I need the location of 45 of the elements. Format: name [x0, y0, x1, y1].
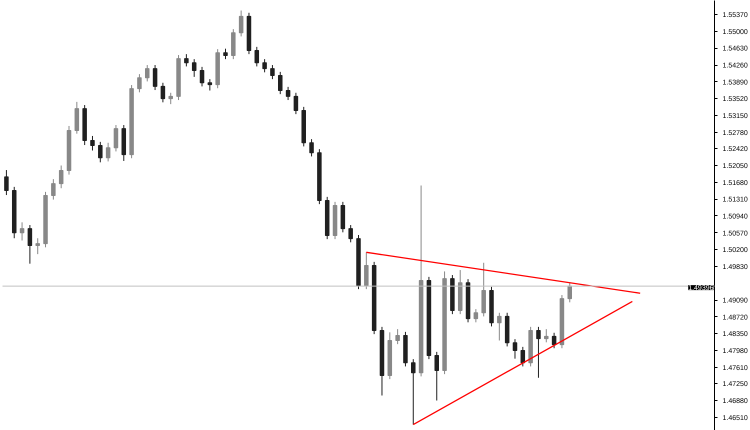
candlestick — [552, 332, 556, 349]
candlestick — [28, 224, 32, 264]
candlestick — [4, 170, 9, 196]
candlestick — [184, 54, 189, 67]
candlestick — [254, 46, 260, 67]
candlestick — [309, 138, 314, 157]
candlestick — [497, 312, 502, 341]
candlestick — [51, 178, 56, 200]
candlestick — [411, 358, 416, 426]
candlestick — [74, 101, 80, 134]
candlestick — [278, 71, 283, 95]
candlestick — [106, 142, 110, 162]
candlestick — [270, 64, 275, 80]
candlestick — [286, 86, 290, 101]
candlestick — [114, 124, 118, 152]
candlestick — [238, 10, 244, 37]
candlestick — [35, 238, 40, 255]
candlestick — [348, 224, 353, 243]
candlestick — [192, 58, 196, 78]
candlestick — [90, 135, 95, 151]
candlestick — [137, 74, 142, 93]
candlestick — [520, 346, 526, 367]
candlestick — [200, 66, 204, 87]
candlestick — [481, 262, 486, 317]
candlestick — [144, 64, 150, 82]
candlestick — [294, 92, 298, 115]
candlestick — [512, 338, 518, 360]
candlestick — [364, 252, 369, 290]
candlestick — [340, 201, 346, 233]
candlestick — [223, 48, 228, 60]
candlestick — [544, 328, 549, 343]
candlestick — [98, 141, 103, 163]
candlestick — [208, 78, 212, 91]
candlestick — [395, 328, 400, 345]
candlestick — [58, 165, 64, 189]
candlestick — [152, 64, 158, 91]
candlestick — [20, 222, 24, 241]
candlestick — [168, 92, 173, 105]
candlestick — [474, 308, 478, 323]
candlestick — [160, 82, 166, 103]
candlestick — [434, 351, 439, 401]
candlestick — [231, 28, 236, 60]
candlestick — [567, 282, 572, 303]
candlestick — [536, 326, 541, 378]
candlestick — [262, 58, 267, 73]
